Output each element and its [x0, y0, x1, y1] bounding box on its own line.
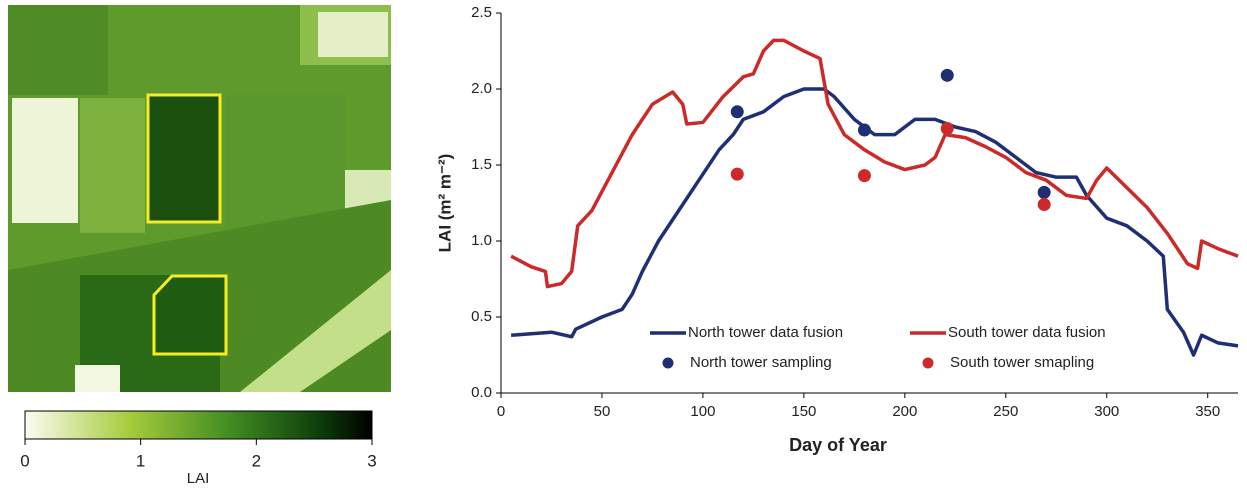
- sample-point: [1037, 185, 1051, 199]
- x-tick-label: 250: [993, 403, 1018, 420]
- colorbar-label: LAI: [187, 470, 210, 487]
- colorbar-tick-label: 3: [367, 451, 376, 470]
- y-tick-label: 2.0: [471, 80, 492, 97]
- line-chart: Day of Year LAI (m² m⁻²) 0.0 0.5 1.0 1.5 2.0…: [435, 4, 1239, 455]
- sample-point: [730, 105, 744, 119]
- sample-point: [1037, 198, 1051, 212]
- data-line: [510, 87, 1239, 357]
- sample-point: [940, 122, 954, 136]
- colorbar-tick-label: 1: [136, 451, 145, 470]
- legend-label: North tower sampling: [690, 354, 832, 371]
- x-tick-label: 100: [690, 403, 715, 420]
- x-tick-label: 50: [594, 403, 611, 420]
- legend-label: South tower data fusion: [948, 324, 1106, 341]
- legend-label: South tower smapling: [950, 354, 1094, 371]
- x-axis-title: Day of Year: [789, 435, 887, 455]
- colorbar-tick-label: 2: [252, 451, 261, 470]
- sample-point: [857, 169, 871, 183]
- y-tick-label: 2.5: [471, 4, 492, 21]
- colorbar-tick-label: 0: [20, 451, 29, 470]
- y-tick-label: 1.0: [471, 232, 492, 249]
- legend-swatch: [922, 357, 934, 369]
- lai-map: [8, 5, 391, 392]
- y-tick-label: 0.5: [471, 308, 492, 325]
- colorbar: LAI 0 1 2 3: [20, 410, 377, 487]
- sample-point: [940, 68, 954, 82]
- y-tick-label: 0.0: [471, 384, 492, 401]
- sample-point: [730, 167, 744, 181]
- sample-point: [857, 123, 871, 137]
- x-tick-label: 350: [1195, 403, 1220, 420]
- x-tick-label: 200: [892, 403, 917, 420]
- x-tick-label: 0: [497, 403, 505, 420]
- x-tick-label: 300: [1094, 403, 1119, 420]
- legend-swatch: [662, 357, 674, 369]
- colorbar-gradient: [24, 410, 373, 440]
- data-line: [510, 38, 1239, 289]
- y-tick-label: 1.5: [471, 156, 492, 173]
- x-tick-label: 150: [791, 403, 816, 420]
- y-axis-title: LAI (m² m⁻²): [435, 154, 454, 253]
- legend-label: North tower data fusion: [688, 324, 843, 341]
